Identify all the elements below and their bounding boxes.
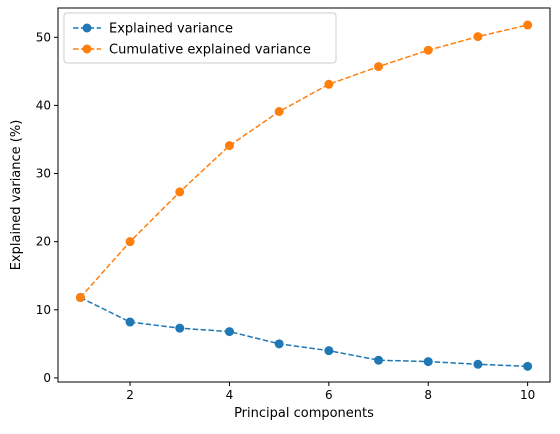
y-tick-label: 10 xyxy=(36,303,51,317)
series-1-point xyxy=(175,323,185,333)
series-line-2 xyxy=(79,24,528,299)
plot-background xyxy=(58,8,550,382)
y-tick-label: 0 xyxy=(43,371,51,385)
series-line-1 xyxy=(80,296,528,368)
series-2-point xyxy=(473,32,483,42)
series-1-point xyxy=(374,355,384,365)
series-1-point xyxy=(473,359,483,369)
axes-frame xyxy=(57,7,551,383)
x-tick-label: 8 xyxy=(424,388,432,402)
y-axis-label: Explained variance (%) xyxy=(9,120,24,271)
series-1-point xyxy=(423,357,433,367)
series-1-point xyxy=(274,339,284,349)
x-tick-label: 2 xyxy=(126,388,134,402)
series-2-point xyxy=(423,45,433,55)
series-1-point xyxy=(125,317,135,327)
legend-swatch-marker-2 xyxy=(82,44,92,54)
y-tick-label: 20 xyxy=(36,235,51,249)
axes-layer: 2 4 6 8 10 0 10 20 30 40 50 xyxy=(36,7,551,402)
series-2-point xyxy=(374,62,384,72)
series-1-point xyxy=(224,327,234,337)
series-2-point xyxy=(75,293,85,303)
y-tick-label: 50 xyxy=(36,30,51,44)
series-2-point xyxy=(175,187,185,197)
series-2-point xyxy=(324,79,334,89)
legend-label-1: Explained variance xyxy=(109,22,233,37)
legend: Explained variance Cumulative explained v… xyxy=(63,12,337,64)
plot-area xyxy=(58,8,550,382)
legend-box xyxy=(63,12,337,64)
x-axis-label: Principal components xyxy=(234,406,374,421)
series-2-point xyxy=(523,20,533,30)
legend-swatch-marker-1 xyxy=(82,23,92,33)
y-tick-label: 30 xyxy=(36,167,51,181)
x-tick-label: 4 xyxy=(226,388,234,402)
legend-label-2: Cumulative explained variance xyxy=(109,43,311,58)
series-2-point xyxy=(224,141,234,151)
series-layer xyxy=(75,20,533,371)
series-1-point xyxy=(523,361,533,371)
x-tick-label: 10 xyxy=(520,388,535,402)
y-tick-label: 40 xyxy=(36,98,51,112)
series-2-point xyxy=(125,237,135,247)
series-1-point xyxy=(324,346,334,356)
series-2-point xyxy=(274,107,284,117)
x-tick-label: 6 xyxy=(325,388,333,402)
